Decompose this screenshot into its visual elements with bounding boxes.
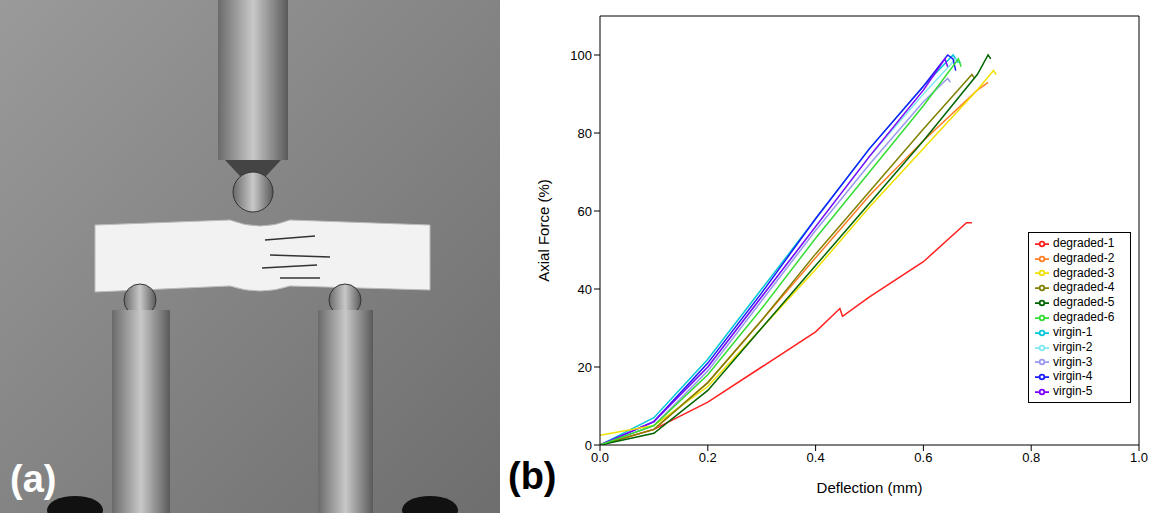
svg-text:Deflection (mm): Deflection (mm): [817, 479, 923, 496]
svg-text:0.0: 0.0: [591, 450, 609, 465]
svg-text:0.6: 0.6: [914, 450, 932, 465]
svg-text:0.8: 0.8: [1022, 450, 1040, 465]
html-text:degraded-1: degraded-1: [1053, 236, 1115, 250]
html-text:degraded-6: degraded-6: [1053, 310, 1115, 325]
html-text:virgin-1: virgin-1: [1053, 325, 1093, 339]
svg-text:20: 20: [578, 360, 592, 375]
html-text:degraded-5: degraded-5: [1053, 295, 1115, 310]
html-text:degraded-3: degraded-3: [1053, 265, 1115, 280]
svg-text:40: 40: [578, 282, 592, 297]
html-text:virgin-5: virgin-5: [1053, 384, 1093, 399]
svg-text:Axial Force (%): Axial Force (%): [535, 179, 552, 282]
html-text:(a): (a): [10, 458, 57, 500]
svg-text:60: 60: [578, 204, 592, 219]
html-text:degraded-4: degraded-4: [1053, 280, 1115, 295]
svg-text:1.0: 1.0: [1130, 450, 1148, 465]
svg-text:80: 80: [578, 126, 592, 141]
html-text:virgin-3: virgin-3: [1053, 354, 1093, 369]
html-text:(b): (b): [508, 455, 557, 497]
svg-text:0: 0: [585, 438, 592, 453]
svg-text:100: 100: [570, 48, 592, 63]
svg-text:0.2: 0.2: [699, 450, 717, 465]
html-text:virgin-4: virgin-4: [1053, 369, 1093, 384]
svg-text:0.4: 0.4: [807, 450, 825, 465]
html-text:virgin-2: virgin-2: [1053, 339, 1093, 354]
html-text:degraded-2: degraded-2: [1053, 250, 1115, 265]
